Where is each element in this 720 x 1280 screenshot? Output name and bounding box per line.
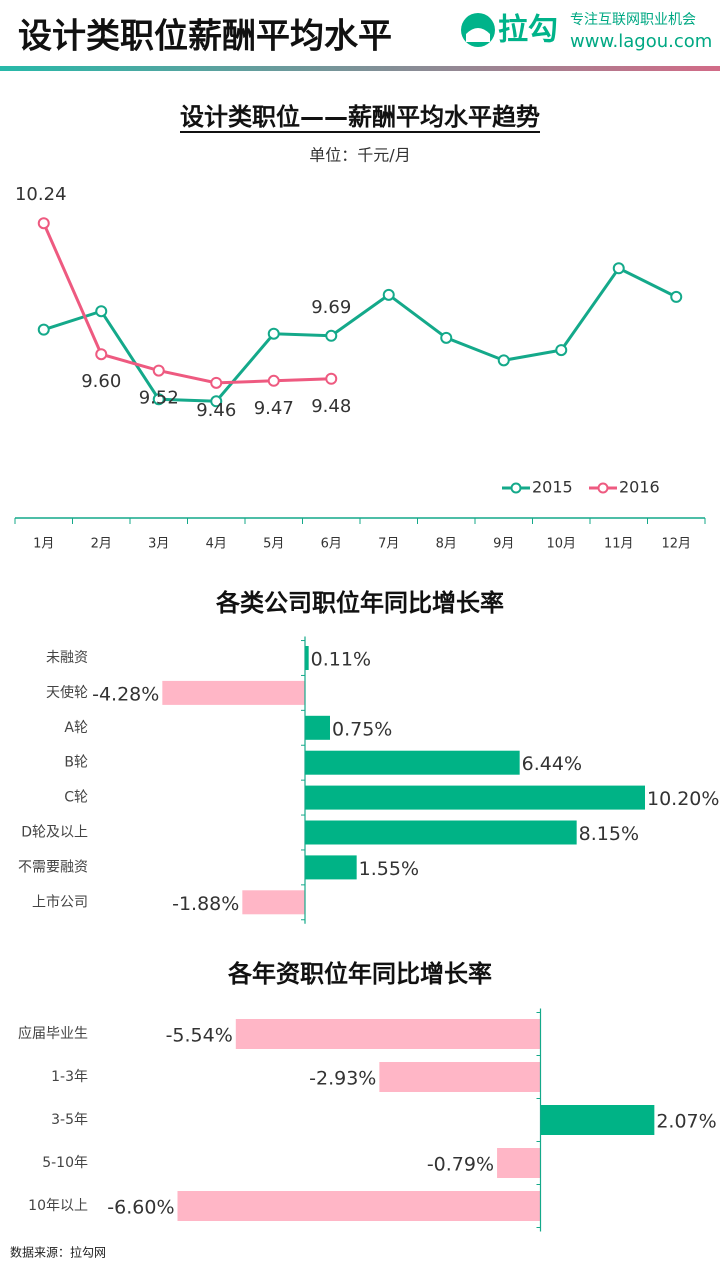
- x-tick-label: 12月: [661, 537, 691, 552]
- point: [612, 262, 625, 275]
- point: [152, 393, 165, 406]
- x-tick-label: 9月: [493, 537, 514, 552]
- point: [152, 364, 165, 377]
- category-label: 天使轮: [46, 684, 88, 701]
- data-label: -5.54%: [166, 1025, 233, 1047]
- bar: [497, 1148, 541, 1178]
- x-tick-label: 3月: [148, 537, 169, 552]
- data-label: 8.15%: [579, 823, 639, 845]
- chart-title: 各年资职位年同比增长率: [227, 960, 492, 988]
- bar: [540, 1105, 655, 1135]
- legend-marker: [597, 482, 609, 494]
- data-label: 10.24: [15, 184, 67, 205]
- category-label: 上市公司: [32, 893, 88, 910]
- x-tick-label: 1月: [33, 537, 54, 552]
- point: [210, 395, 223, 408]
- series-line: [42, 222, 332, 385]
- bar: [305, 785, 645, 810]
- bar: [379, 1062, 541, 1092]
- point: [325, 329, 338, 342]
- point: [210, 376, 223, 389]
- category-label: A轮: [64, 720, 88, 736]
- category-label: 未融资: [46, 650, 88, 666]
- category-label: 不需要融资: [18, 859, 88, 875]
- point: [95, 305, 108, 318]
- point: [382, 288, 395, 301]
- point: [497, 354, 510, 367]
- data-label: 2.07%: [656, 1111, 716, 1133]
- url: www.lagou.com: [570, 31, 712, 52]
- category-label: 应届毕业生: [18, 1025, 88, 1042]
- series-line: [43, 266, 677, 403]
- bar: [305, 715, 330, 740]
- data-label: 6.44%: [522, 753, 582, 775]
- data-label: 9.46: [196, 400, 236, 421]
- point: [37, 323, 50, 336]
- x-tick-label: 11月: [604, 537, 634, 552]
- bar: [305, 646, 309, 670]
- header-rule: [0, 66, 720, 71]
- page-title: 设计类职位薪酬平均水平: [18, 17, 392, 57]
- data-label: 0.75%: [332, 718, 392, 740]
- data-label: 9.52: [139, 388, 179, 409]
- x-tick-label: 10月: [546, 537, 576, 552]
- data-label: -4.28%: [92, 683, 159, 705]
- source: 数据来源：拉勾网: [10, 1245, 106, 1260]
- brand: 拉勾: [498, 13, 558, 48]
- point: [440, 331, 453, 344]
- category-label: B轮: [64, 755, 88, 771]
- legend-marker: [510, 482, 522, 494]
- category-label: C轮: [64, 790, 88, 806]
- bar: [242, 890, 305, 915]
- bar: [305, 750, 520, 775]
- category-label: 5-10年: [42, 1155, 88, 1171]
- data-label: 1.55%: [359, 858, 419, 880]
- data-label: 10.20%: [647, 788, 719, 810]
- x-tick-label: 4月: [206, 537, 227, 552]
- x-tick-label: 5月: [263, 537, 284, 552]
- chart-title: 设计类职位——薪酬平均水平趋势: [180, 103, 540, 131]
- legend-label: 2016: [619, 478, 660, 497]
- data-label: -2.93%: [309, 1068, 376, 1090]
- data-label: 9.60: [81, 371, 121, 392]
- point: [267, 374, 280, 387]
- category-label: 3-5年: [51, 1112, 88, 1128]
- category-label: 10年以上: [28, 1198, 88, 1214]
- bar: [235, 1019, 541, 1049]
- logo-icon-wave: [466, 28, 490, 42]
- bar: [177, 1191, 541, 1221]
- legend-label: 2015: [532, 478, 573, 497]
- bar: [305, 820, 577, 845]
- bar: [162, 680, 305, 705]
- point: [325, 372, 338, 385]
- point: [555, 344, 568, 357]
- point: [95, 348, 108, 361]
- point: [37, 217, 50, 230]
- x-tick-label: 2月: [91, 537, 112, 552]
- point: [670, 290, 683, 303]
- point: [267, 327, 280, 340]
- data-label: -1.88%: [172, 893, 239, 915]
- data-label: 9.69: [311, 297, 351, 318]
- category-label: 1-3年: [51, 1069, 88, 1085]
- chart-subtitle: 单位：千元/月: [309, 146, 410, 165]
- data-label: 9.48: [311, 396, 351, 417]
- x-tick-label: 8月: [436, 537, 457, 552]
- data-label: -6.60%: [107, 1197, 174, 1219]
- bar: [305, 855, 357, 880]
- data-label: 0.11%: [311, 649, 371, 671]
- data-label: 9.47: [254, 398, 294, 419]
- data-label: -0.79%: [427, 1154, 494, 1176]
- category-label: D轮及以上: [21, 825, 88, 841]
- chart-title: 各类公司职位年同比增长率: [215, 589, 504, 617]
- x-tick-label: 6月: [321, 537, 342, 552]
- x-tick-label: 7月: [378, 537, 399, 552]
- slogan: 专注互联网职业机会: [570, 12, 696, 28]
